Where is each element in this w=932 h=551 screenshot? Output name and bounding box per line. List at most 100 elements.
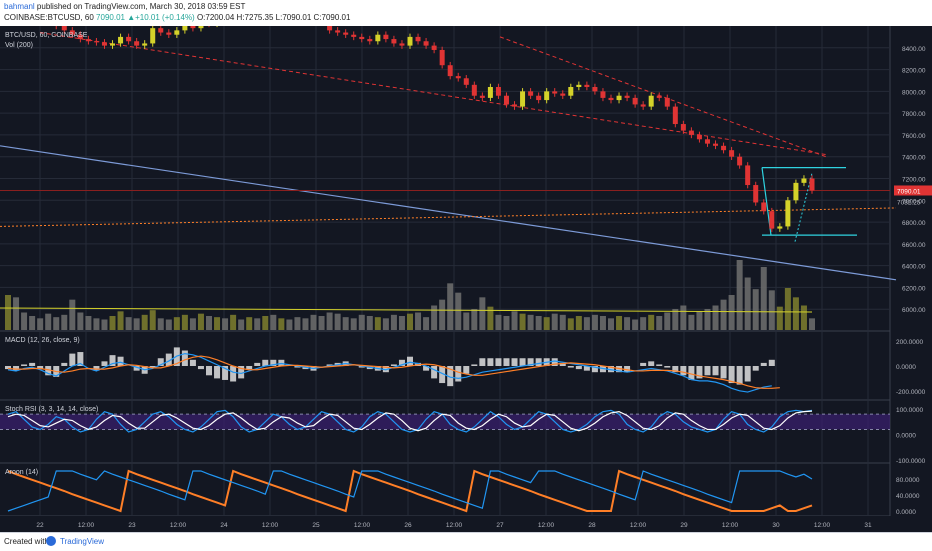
candle-body bbox=[560, 93, 566, 96]
y-tick-label: -100.0000 bbox=[896, 458, 926, 465]
macd-histogram-bar bbox=[390, 364, 397, 366]
candle-body bbox=[600, 91, 606, 98]
candle-body bbox=[704, 139, 710, 144]
candle-body bbox=[198, 26, 204, 29]
candle-body bbox=[785, 200, 791, 227]
macd-histogram-bar bbox=[463, 366, 470, 374]
x-tick-label: 12:00 bbox=[78, 522, 95, 529]
volume-bar bbox=[246, 317, 253, 330]
macd-histogram-bar bbox=[616, 366, 623, 373]
macd-histogram-bar bbox=[535, 358, 542, 366]
author-link[interactable]: bahmanl bbox=[4, 2, 35, 11]
candle-body bbox=[648, 95, 654, 107]
x-tick-label: 12:00 bbox=[262, 522, 279, 529]
candle-body bbox=[415, 36, 421, 42]
macd-histogram-bar bbox=[640, 362, 647, 366]
volume-bar bbox=[591, 314, 598, 330]
macd-histogram-bar bbox=[69, 353, 76, 366]
macd-histogram-bar bbox=[575, 366, 582, 370]
volume-bar bbox=[230, 314, 237, 330]
volume-bar bbox=[575, 316, 582, 330]
candle-body bbox=[423, 41, 429, 46]
candle-body bbox=[793, 182, 799, 201]
symbol-line: COINBASE:BTCUSD, 60 7090.01 ▲+10.01 (+0.… bbox=[4, 13, 350, 22]
macd-histogram-bar bbox=[101, 361, 108, 366]
y-tick-label: 6800.00 bbox=[902, 220, 926, 227]
volume-bar bbox=[696, 311, 703, 330]
volume-bar bbox=[495, 314, 502, 330]
macd-histogram-bar bbox=[712, 366, 719, 376]
volume-bar bbox=[61, 314, 68, 330]
macd-histogram-bar bbox=[471, 364, 478, 366]
volume-bar bbox=[463, 312, 470, 330]
macd-histogram-bar bbox=[511, 358, 518, 366]
candle-body bbox=[335, 30, 341, 33]
macd-histogram-bar bbox=[45, 366, 52, 376]
macd-histogram-bar bbox=[109, 355, 116, 366]
macd-histogram-bar bbox=[165, 353, 172, 366]
volume-bar bbox=[254, 318, 261, 330]
macd-histogram-bar bbox=[326, 364, 333, 366]
candle-body bbox=[383, 34, 389, 40]
volume-bar bbox=[471, 309, 478, 330]
dotted-trend-line bbox=[0, 207, 897, 227]
candle-body bbox=[118, 36, 124, 44]
candle-body bbox=[801, 178, 807, 183]
ohlc-values: O:7200.04 H:7275.35 L:7090.01 C:7090.01 bbox=[196, 13, 351, 22]
volume-bar bbox=[382, 318, 389, 330]
macd-histogram-bar bbox=[254, 362, 261, 366]
macd-histogram-bar bbox=[591, 366, 598, 373]
volume-bar bbox=[792, 297, 799, 330]
volume-bar bbox=[800, 305, 807, 330]
y-tick-label: 8000.00 bbox=[902, 89, 926, 96]
candle-body bbox=[479, 95, 485, 98]
volume-bar bbox=[519, 313, 526, 330]
tradingview-logo-icon[interactable] bbox=[46, 536, 56, 546]
y-tick-label: -200.0000 bbox=[896, 389, 926, 396]
macd-histogram-bar bbox=[768, 359, 775, 366]
volume-bar bbox=[181, 314, 188, 330]
macd-histogram-bar bbox=[744, 366, 751, 382]
x-tick-label: 26 bbox=[404, 522, 412, 529]
macd-histogram-bar bbox=[407, 356, 413, 366]
volume-bar bbox=[214, 317, 221, 330]
price-scale-bg bbox=[890, 26, 932, 532]
volume-bar bbox=[431, 305, 438, 330]
candle-body bbox=[640, 104, 646, 107]
symbol-text: COINBASE:BTCUSD, 60 bbox=[4, 13, 94, 22]
volume-bar bbox=[157, 318, 164, 330]
volume-bar bbox=[286, 319, 293, 330]
candle-body bbox=[61, 26, 67, 31]
volume-bar bbox=[632, 319, 639, 330]
x-tick-label: 12:00 bbox=[630, 522, 647, 529]
x-tick-label: 27 bbox=[496, 522, 504, 529]
volume-bar bbox=[69, 299, 76, 330]
volume-bar bbox=[567, 318, 574, 330]
candle-body bbox=[688, 130, 694, 135]
tradingview-brand-link[interactable]: TradingView bbox=[60, 537, 105, 546]
chart-area[interactable]: 8400.00 8200.00 8000.00 7800.00 7600.00 7400.… bbox=[0, 26, 932, 532]
macd-histogram-bar bbox=[206, 366, 212, 376]
y-tick-label: 0.0000 bbox=[896, 509, 916, 516]
candle-body bbox=[110, 43, 116, 46]
volume-bar bbox=[624, 317, 631, 330]
candle-body bbox=[656, 95, 662, 98]
volume-bar bbox=[551, 313, 558, 330]
volume-bar bbox=[744, 277, 751, 330]
volume-bar bbox=[278, 318, 285, 330]
macd-histogram-bar bbox=[29, 362, 36, 366]
y-tick-label: 8200.00 bbox=[902, 68, 926, 75]
macd-histogram-bar bbox=[21, 364, 28, 366]
y-tick-label: 7000.00 bbox=[902, 198, 926, 205]
candle-body bbox=[552, 91, 558, 94]
macd-histogram-bar bbox=[760, 362, 767, 366]
macd-histogram-bar bbox=[648, 361, 655, 366]
volume-bar bbox=[165, 319, 172, 330]
macd-histogram-bar bbox=[608, 366, 614, 373]
pane-title: MACD (12, 26, close, 9) bbox=[5, 337, 80, 344]
macd-histogram-bar bbox=[117, 356, 124, 366]
candle-body bbox=[672, 106, 678, 125]
macd-histogram-bar bbox=[77, 352, 84, 366]
macd-histogram-bar bbox=[270, 359, 277, 366]
volume-bar bbox=[503, 316, 510, 330]
